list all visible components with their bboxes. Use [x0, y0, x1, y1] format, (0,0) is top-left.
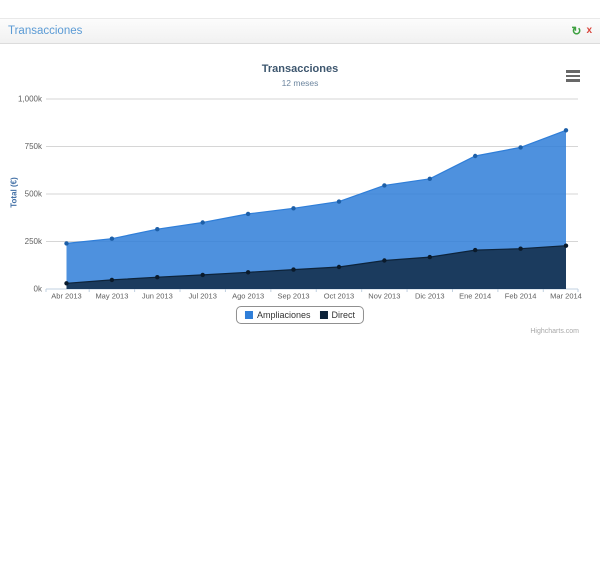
x-tick-label: Abr 2013: [51, 292, 81, 301]
x-tick-label: Jun 2013: [142, 292, 173, 301]
legend-label: Direct: [331, 310, 356, 320]
x-tick-label: Feb 2014: [505, 292, 537, 301]
chart-subtitle: 12 meses: [281, 78, 319, 88]
chart-title: Transacciones: [261, 63, 339, 75]
data-point-ampliaciones[interactable]: [109, 236, 115, 241]
legend-item-direct[interactable]: Direct: [319, 310, 356, 320]
legend-swatch-direct: [319, 311, 328, 319]
close-icon[interactable]: x: [586, 25, 592, 36]
y-axis-title: Total (€): [9, 177, 19, 208]
y-tick-label: 500k: [25, 190, 43, 199]
widget-header-actions: ↻ x: [571, 25, 592, 37]
data-point-ampliaciones[interactable]: [563, 128, 569, 133]
refresh-icon[interactable]: ↻: [571, 24, 582, 38]
data-point-direct[interactable]: [563, 243, 569, 248]
credits-link[interactable]: Highcharts.com: [530, 328, 579, 335]
x-tick-label: Dic 2013: [415, 292, 445, 301]
data-point-ampliaciones[interactable]: [336, 199, 342, 204]
x-tick-label: Jul 2013: [189, 292, 217, 301]
data-point-ampliaciones[interactable]: [427, 176, 432, 181]
line-series-direct: [66, 245, 567, 284]
x-tick-label: Sep 2013: [277, 292, 309, 301]
x-tick-label: Ene 2014: [459, 292, 491, 301]
data-point-direct[interactable]: [336, 264, 342, 270]
data-point-ampliaciones[interactable]: [245, 211, 251, 217]
data-point-ampliaciones[interactable]: [155, 227, 160, 232]
data-point-ampliaciones[interactable]: [518, 145, 523, 150]
data-point-ampliaciones[interactable]: [200, 220, 205, 225]
data-point-direct[interactable]: [382, 258, 387, 263]
x-tick-label: May 2013: [95, 292, 128, 301]
x-tick-label: Nov 2013: [368, 292, 400, 301]
legend: Ampliaciones Direct: [235, 306, 365, 324]
data-point-direct[interactable]: [64, 281, 69, 286]
data-point-direct[interactable]: [291, 267, 296, 272]
data-point-direct[interactable]: [245, 270, 251, 275]
data-point-direct[interactable]: [518, 246, 523, 251]
y-tick-label: 0k: [34, 285, 43, 294]
data-point-direct[interactable]: [473, 247, 478, 253]
data-point-ampliaciones[interactable]: [473, 153, 478, 159]
area-series-direct: [66, 245, 566, 289]
legend-item-ampliaciones[interactable]: Ampliaciones: [244, 310, 311, 320]
x-tick-label: Mar 2014: [550, 292, 582, 301]
data-point-ampliaciones[interactable]: [64, 241, 69, 246]
export-menu-icon[interactable]: [564, 68, 582, 86]
data-point-direct[interactable]: [200, 272, 205, 278]
y-tick-label: 250k: [25, 237, 43, 246]
x-tick-label: Oct 2013: [324, 292, 354, 301]
widget-header: Transacciones ↻ x: [0, 18, 600, 44]
x-tick-label: Ago 2013: [232, 292, 264, 301]
data-point-direct[interactable]: [155, 275, 160, 280]
area-series-ampliaciones: [66, 130, 566, 289]
y-tick-label: 750k: [25, 142, 43, 151]
area-chart-plot: 0k 250k 500k 750k 1,000k Abr 2013 May 2013 Jun …: [18, 95, 582, 301]
data-point-direct[interactable]: [109, 277, 115, 283]
y-tick-label: 1,000k: [18, 95, 43, 104]
legend-swatch-ampliaciones: [244, 311, 253, 319]
data-point-ampliaciones[interactable]: [382, 183, 387, 188]
line-series-ampliaciones: [66, 129, 567, 244]
legend-label: Ampliaciones: [256, 310, 311, 320]
data-point-ampliaciones[interactable]: [291, 206, 296, 211]
transactions-chart: 0k 250k 500k 750k 1,000k Abr 2013 May 2013 Jun …: [0, 45, 600, 345]
data-point-direct[interactable]: [427, 254, 432, 260]
widget-title: Transacciones: [8, 25, 83, 37]
